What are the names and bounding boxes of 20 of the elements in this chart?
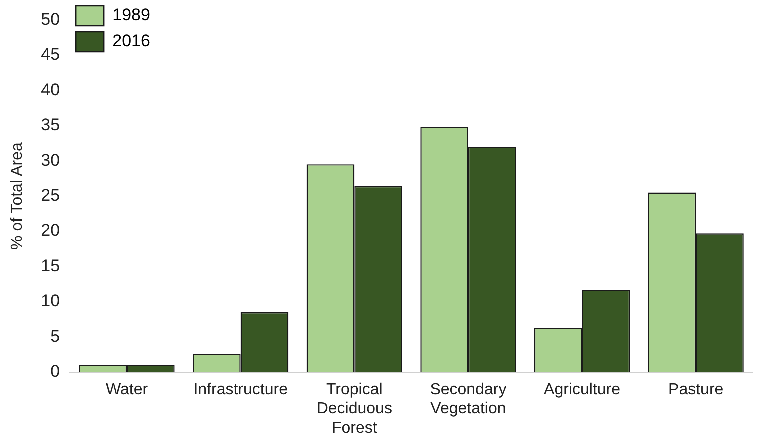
- y-axis-title: % of Total Area: [9, 142, 26, 250]
- y-tick-label: 10: [41, 292, 60, 311]
- x-tick-label: Secondary Vegetation: [430, 381, 507, 418]
- y-tick-label: 0: [50, 362, 60, 382]
- x-tick-label: Infrastructure: [194, 381, 288, 398]
- x-tick-label: Pasture: [668, 381, 724, 398]
- y-tick-label: 35: [41, 116, 60, 135]
- y-tick-label: 30: [41, 150, 60, 170]
- x-tick-label: Water: [106, 381, 149, 398]
- y-tick-label: 15: [41, 256, 60, 276]
- y-tick-label: 40: [41, 80, 60, 100]
- y-tick-label: 50: [41, 10, 60, 29]
- x-tick-label: Tropical Deciduous Forest: [316, 381, 392, 437]
- x-tick-label: Agriculture: [544, 381, 621, 398]
- legend-label: 1989: [112, 6, 150, 25]
- y-tick-label: 5: [50, 326, 60, 346]
- y-tick-label: 20: [41, 221, 60, 240]
- legend-label: 2016: [112, 32, 150, 51]
- y-tick-label: 45: [41, 45, 60, 64]
- y-tick-label: 25: [41, 186, 60, 205]
